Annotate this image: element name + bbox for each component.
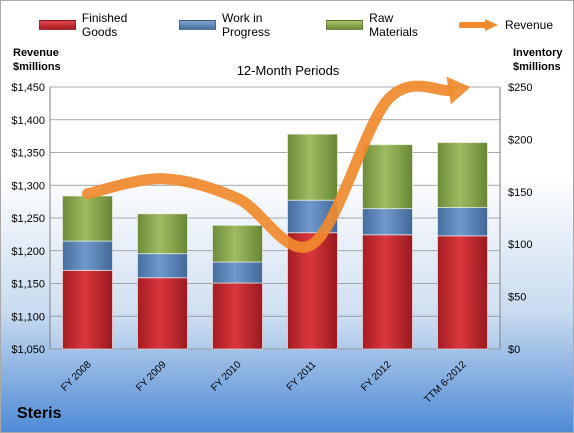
- legend-swatch-work-in-progress: [179, 20, 216, 30]
- bar-work-in-progress: [62, 240, 113, 271]
- legend-swatch-revenue: [458, 19, 498, 31]
- category-label: FY 2011: [285, 359, 319, 393]
- right-tick-label: $100: [508, 239, 532, 251]
- legend-item-work-in-progress: Work in Progress: [179, 11, 306, 39]
- left-tick-label: $1,050: [11, 344, 45, 356]
- left-tick-label: $1,400: [11, 115, 45, 127]
- right-axis-title-line-1: Inventory: [513, 47, 563, 59]
- right-tick-label: $250: [508, 82, 532, 94]
- right-tick-label: $50: [508, 292, 526, 304]
- bar-raw-materials: [137, 213, 188, 255]
- bar-work-in-progress: [437, 207, 488, 237]
- legend-label-finished-goods: Finished Goods: [81, 11, 128, 39]
- left-axis-title-line-1: Revenue: [13, 47, 59, 59]
- bar-raw-materials: [362, 144, 413, 210]
- category-label: FY 2009: [134, 359, 169, 394]
- revenue-line: [82, 80, 455, 253]
- legend-label-raw-materials: Raw Materials: [369, 11, 418, 39]
- bar-finished-goods: [437, 235, 488, 350]
- legend-label-revenue: Revenue: [504, 18, 553, 32]
- bar-raw-materials: [287, 133, 338, 201]
- bar-work-in-progress: [137, 253, 188, 279]
- left-tick-label: $1,100: [11, 311, 45, 323]
- left-axis-title-line-2: $millions: [13, 61, 61, 73]
- bar-work-in-progress: [362, 208, 413, 236]
- left-tick-label: $1,350: [11, 148, 45, 160]
- bar-finished-goods: [137, 277, 188, 350]
- legend: Finished Goods Work in Progress Raw Mate…: [39, 11, 573, 39]
- legend-item-raw-materials: Raw Materials: [326, 11, 439, 39]
- bar-finished-goods: [62, 269, 113, 350]
- right-tick-label: $150: [508, 187, 532, 199]
- left-tick-label: $1,300: [11, 180, 45, 192]
- bar-finished-goods: [212, 282, 263, 350]
- left-axis-title: Revenue $millions: [13, 46, 61, 74]
- right-axis-title-line-2: $millions: [513, 61, 561, 73]
- legend-item-revenue: Revenue: [458, 18, 553, 32]
- right-tick-label: $200: [508, 134, 532, 146]
- bar-raw-materials: [212, 224, 263, 263]
- left-tick-label: $1,200: [11, 246, 45, 258]
- bar-finished-goods: [362, 234, 413, 350]
- category-label: FY 2008: [59, 359, 94, 394]
- legend-swatch-finished-goods: [39, 20, 76, 30]
- company-name: Steris: [17, 405, 62, 422]
- legend-swatch-raw-materials: [326, 20, 364, 30]
- right-axis-title: Inventory $millions: [513, 46, 563, 74]
- bar-work-in-progress: [212, 261, 263, 284]
- legend-label-work-in-progress: Work in Progress: [221, 11, 270, 39]
- left-tick-label: $1,250: [11, 213, 45, 225]
- bar-raw-materials: [62, 195, 113, 242]
- right-tick-label: $0: [508, 344, 520, 356]
- left-tick-label: $1,450: [11, 82, 45, 94]
- plot-title: 12-Month Periods: [236, 63, 340, 78]
- left-tick-label: $1,150: [11, 279, 45, 291]
- bar-finished-goods: [287, 232, 338, 350]
- revenue-arrowhead: [446, 76, 471, 105]
- legend-item-finished-goods: Finished Goods: [39, 11, 159, 39]
- bar-raw-materials: [437, 142, 488, 209]
- category-label: FY 2012: [359, 359, 394, 394]
- category-label: FY 2010: [209, 359, 244, 394]
- category-label: TTM 6-2012: [422, 359, 469, 406]
